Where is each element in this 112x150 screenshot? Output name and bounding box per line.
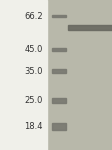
Bar <box>67 25 112 30</box>
Bar <box>52 98 65 103</box>
Text: 25.0: 25.0 <box>24 96 43 105</box>
Text: 66.2: 66.2 <box>24 12 43 21</box>
Bar <box>52 69 65 73</box>
Bar <box>47 0 112 150</box>
Text: 18.4: 18.4 <box>24 122 43 131</box>
Bar <box>52 48 65 51</box>
Bar <box>52 15 65 17</box>
Text: 45.0: 45.0 <box>24 45 43 54</box>
Text: 35.0: 35.0 <box>24 67 43 76</box>
Bar <box>0 0 47 150</box>
Bar <box>52 123 65 130</box>
